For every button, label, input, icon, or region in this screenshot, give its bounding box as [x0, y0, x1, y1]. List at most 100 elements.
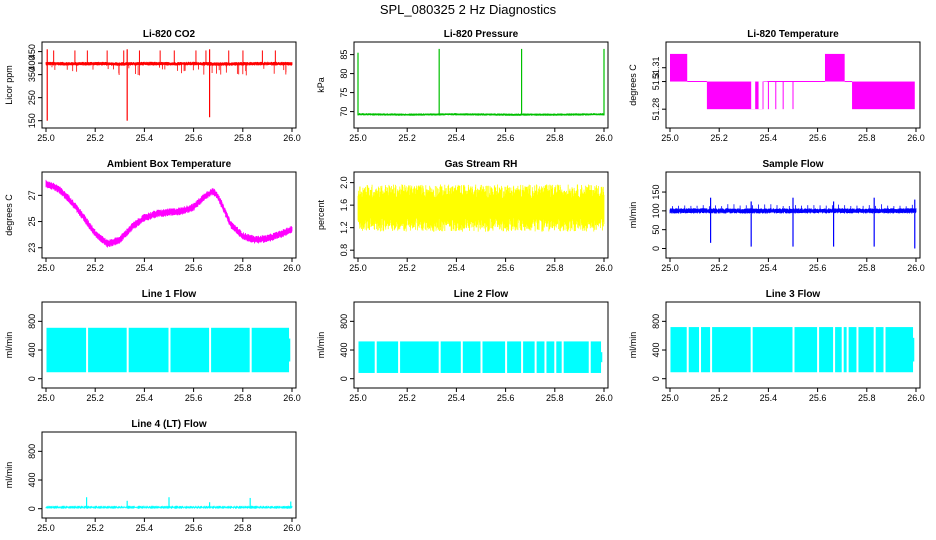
y-tick-label: 0 — [339, 376, 349, 381]
y-axis: 0 400 800 — [27, 444, 42, 511]
x-tick-label: 26.0 — [283, 263, 301, 273]
x-axis: 25.0 25.2 25.4 25.6 25.8 26.0 — [349, 388, 613, 403]
flow-band-9 — [843, 327, 847, 373]
chart-pressure: Li-820 Pressure kPa 25.0 25.2 25.4 25.6 25.8 26… — [316, 29, 613, 143]
plot-frame — [41, 431, 297, 519]
x-tick-label: 25.8 — [858, 263, 876, 273]
x-tick-label: 25.8 — [546, 393, 564, 403]
flow-band-9 — [536, 341, 545, 373]
flow-band-3 — [701, 327, 711, 373]
plot-area — [45, 49, 293, 121]
data-series-line — [357, 113, 605, 116]
y-tick-label: 100 — [651, 203, 661, 218]
y-tick-label: 1.6 — [339, 199, 349, 212]
flow-band-4 — [170, 327, 210, 373]
x-tick-label: 25.4 — [760, 393, 778, 403]
plot-frame — [41, 171, 297, 259]
flow-band-11 — [858, 327, 874, 373]
y-axis-label: ml/min — [4, 332, 14, 359]
x-axis: 25.0 25.2 25.4 25.6 25.8 26.0 — [37, 258, 301, 273]
x-tick-label: 25.4 — [136, 133, 154, 143]
y-tick-label: 400 — [27, 473, 37, 488]
x-axis: 25.0 25.2 25.4 25.6 25.8 26.0 — [661, 388, 925, 403]
x-tick-label: 25.0 — [349, 393, 367, 403]
x-tick-label: 25.6 — [497, 393, 515, 403]
y-tick-label: 800 — [339, 314, 349, 329]
y-axis-label: degrees C — [628, 64, 638, 106]
flow-band-10 — [546, 341, 555, 373]
x-tick-label: 25.6 — [185, 523, 203, 533]
flow-band-7 — [507, 341, 522, 373]
y-axis: 23 25 27 — [27, 190, 42, 253]
y-axis-label: percent — [316, 199, 326, 230]
x-tick-label: 25.6 — [185, 393, 203, 403]
y-tick-label: 250 — [27, 90, 37, 105]
x-tick-label: 25.2 — [710, 133, 728, 143]
flow-band-13 — [885, 327, 914, 373]
chart-title: Line 3 Flow — [766, 289, 821, 300]
x-axis: 25.0 25.2 25.4 25.6 25.8 26.0 — [349, 258, 613, 273]
y-axis: 51.28 51.351.31 — [651, 56, 666, 120]
chart-line1: Line 1 Flow ml/min 25.0 25.2 25.4 25.6 25.8 26.… — [4, 289, 301, 403]
flow-band-13 — [590, 341, 602, 373]
x-tick-label: 25.6 — [497, 133, 515, 143]
x-tick-label: 25.6 — [185, 133, 203, 143]
y-tick-label: 800 — [27, 444, 37, 459]
y-tick-label: 25 — [27, 217, 37, 227]
y-tick-label: 400 — [27, 343, 37, 358]
plot-frame — [665, 171, 921, 259]
x-axis: 25.0 25.2 25.4 25.6 25.8 26.0 — [349, 128, 613, 143]
plot-area — [45, 179, 293, 248]
x-tick-label: 25.0 — [349, 263, 367, 273]
flow-band-2 — [688, 327, 700, 373]
x-tick-label: 25.0 — [37, 133, 55, 143]
flow-band-5 — [752, 327, 793, 373]
y-tick-label: 51.3 — [651, 73, 661, 91]
chart-title: Ambient Box Temperature — [107, 159, 232, 170]
y-axis: 0.8 1.2 1.6 2.0 — [339, 176, 354, 256]
plot-frame — [665, 41, 921, 129]
x-axis: 25.0 25.2 25.4 25.6 25.8 26.0 — [37, 388, 301, 403]
chart-rh: Gas Stream RH percent 25.0 25.2 25.4 25.6 25.8… — [316, 159, 613, 273]
y-axis-label: ml/min — [316, 332, 326, 359]
y-tick-label: 70 — [339, 107, 349, 117]
data-series-line — [45, 179, 293, 248]
x-tick-label: 25.4 — [448, 263, 466, 273]
x-tick-label: 25.8 — [234, 393, 252, 403]
plot-frame — [353, 41, 609, 129]
x-tick-label: 25.0 — [37, 523, 55, 533]
flow-band-12 — [563, 341, 589, 373]
y-tick-label: 0 — [651, 376, 661, 381]
flow-band-6 — [794, 327, 818, 373]
y-tick-label: 400 — [339, 343, 349, 358]
flow-band-1 — [670, 327, 687, 373]
flow-band-6 — [482, 341, 506, 373]
toggle-block-7 — [852, 81, 915, 110]
flow-band-11 — [556, 341, 562, 373]
plot-area — [670, 53, 915, 110]
chart-title: Line 2 Flow — [454, 289, 509, 300]
x-tick-label: 26.0 — [595, 133, 613, 143]
y-tick-label: 50 — [651, 225, 661, 235]
x-tick-label: 25.8 — [546, 263, 564, 273]
plot-area — [46, 327, 291, 373]
chart-ambient: Ambient Box Temperature degrees C 25.0 25.2… — [4, 159, 301, 273]
y-tick-label: 23 — [27, 243, 37, 253]
plot-frame — [41, 301, 297, 389]
x-tick-label: 25.2 — [398, 133, 416, 143]
flow-band-5 — [462, 341, 481, 373]
x-tick-label: 25.6 — [809, 393, 827, 403]
y-tick-label: 75 — [339, 88, 349, 98]
chart-title: Li-820 CO2 — [143, 29, 196, 40]
y-axis: 0 50 100 150 — [651, 185, 666, 251]
plot-area — [45, 497, 293, 510]
x-tick-label: 25.2 — [710, 393, 728, 403]
flow-band-4 — [440, 341, 461, 373]
y-tick-label: 51.28 — [651, 98, 661, 121]
y-tick-label: 85 — [339, 50, 349, 60]
chart-title: Sample Flow — [762, 159, 823, 170]
x-tick-label: 25.0 — [37, 263, 55, 273]
x-tick-label: 25.4 — [760, 133, 778, 143]
x-tick-label: 26.0 — [283, 393, 301, 403]
